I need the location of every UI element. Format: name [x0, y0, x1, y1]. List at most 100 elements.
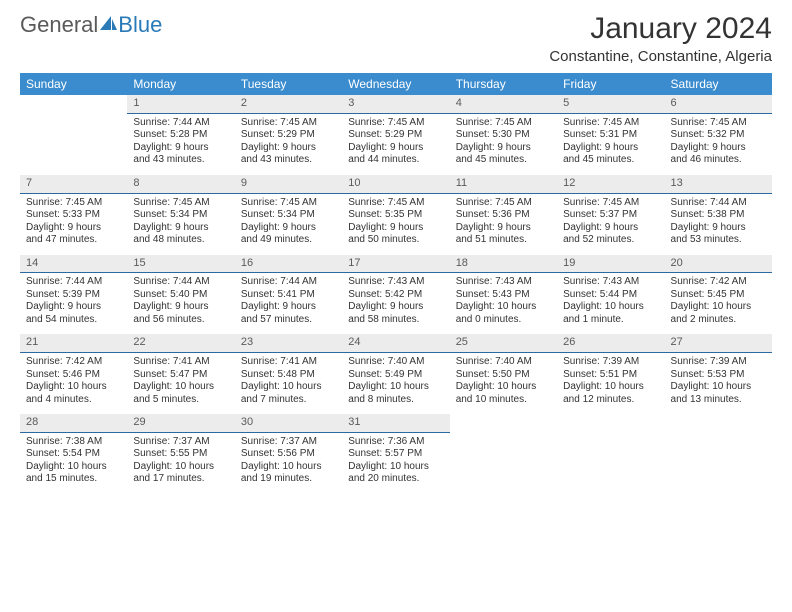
day-line: and 10 minutes. [456, 394, 551, 407]
calendar-cell: 18Sunrise: 7:43 AMSunset: 5:43 PMDayligh… [450, 255, 557, 335]
day-line: Daylight: 10 hours [671, 301, 766, 314]
day-line: Sunrise: 7:44 AM [133, 117, 228, 130]
calendar-cell: 28Sunrise: 7:38 AMSunset: 5:54 PMDayligh… [20, 414, 127, 494]
day-number: 27 [665, 334, 772, 353]
day-line: Daylight: 9 hours [671, 142, 766, 155]
day-line: Sunrise: 7:45 AM [348, 197, 443, 210]
day-line: Sunset: 5:53 PM [671, 369, 766, 382]
calendar-cell: 4Sunrise: 7:45 AMSunset: 5:30 PMDaylight… [450, 95, 557, 175]
day-line: Sunrise: 7:37 AM [133, 436, 228, 449]
day-body: Sunrise: 7:45 AMSunset: 5:29 PMDaylight:… [342, 114, 449, 175]
day-line: Sunrise: 7:40 AM [456, 356, 551, 369]
day-line: and 57 minutes. [241, 314, 336, 327]
day-line: Sunrise: 7:43 AM [563, 276, 658, 289]
day-line: and 43 minutes. [133, 154, 228, 167]
day-number: 26 [557, 334, 664, 353]
day-line: and 49 minutes. [241, 234, 336, 247]
day-line: Sunset: 5:41 PM [241, 289, 336, 302]
day-line: Daylight: 9 hours [26, 222, 121, 235]
calendar-cell: 15Sunrise: 7:44 AMSunset: 5:40 PMDayligh… [127, 255, 234, 335]
day-line: Daylight: 10 hours [241, 461, 336, 474]
day-body: Sunrise: 7:43 AMSunset: 5:42 PMDaylight:… [342, 273, 449, 334]
day-line: Sunrise: 7:42 AM [671, 276, 766, 289]
day-line: Sunset: 5:46 PM [26, 369, 121, 382]
calendar-cell: 2Sunrise: 7:45 AMSunset: 5:29 PMDaylight… [235, 95, 342, 175]
day-line: Daylight: 9 hours [348, 301, 443, 314]
day-number: 10 [342, 175, 449, 194]
day-line: and 47 minutes. [26, 234, 121, 247]
day-body: Sunrise: 7:43 AMSunset: 5:43 PMDaylight:… [450, 273, 557, 334]
logo-text-gray: General [20, 12, 98, 38]
month-title: January 2024 [549, 12, 772, 46]
day-line: Sunrise: 7:45 AM [133, 197, 228, 210]
day-line: Sunset: 5:38 PM [671, 209, 766, 222]
day-line: Daylight: 9 hours [348, 142, 443, 155]
calendar-cell: 23Sunrise: 7:41 AMSunset: 5:48 PMDayligh… [235, 334, 342, 414]
day-line: Daylight: 10 hours [456, 381, 551, 394]
weekday-header: Sunday [20, 73, 127, 95]
calendar-cell: 13Sunrise: 7:44 AMSunset: 5:38 PMDayligh… [665, 175, 772, 255]
day-line: Daylight: 10 hours [456, 301, 551, 314]
day-body: Sunrise: 7:43 AMSunset: 5:44 PMDaylight:… [557, 273, 664, 334]
day-number: 9 [235, 175, 342, 194]
day-line: Sunset: 5:54 PM [26, 448, 121, 461]
day-line: Sunrise: 7:44 AM [671, 197, 766, 210]
day-line: Sunrise: 7:36 AM [348, 436, 443, 449]
day-line: Daylight: 9 hours [671, 222, 766, 235]
day-body: Sunrise: 7:39 AMSunset: 5:51 PMDaylight:… [557, 353, 664, 414]
day-line: and 2 minutes. [671, 314, 766, 327]
day-number: 11 [450, 175, 557, 194]
day-line: Sunrise: 7:41 AM [241, 356, 336, 369]
day-line: Sunset: 5:36 PM [456, 209, 551, 222]
day-line: Sunset: 5:47 PM [133, 369, 228, 382]
day-line: Daylight: 9 hours [563, 142, 658, 155]
day-line: and 4 minutes. [26, 394, 121, 407]
day-body: Sunrise: 7:40 AMSunset: 5:49 PMDaylight:… [342, 353, 449, 414]
calendar-week: 21Sunrise: 7:42 AMSunset: 5:46 PMDayligh… [20, 334, 772, 414]
day-number: 30 [235, 414, 342, 433]
day-line: and 50 minutes. [348, 234, 443, 247]
day-line: and 1 minute. [563, 314, 658, 327]
day-number: 14 [20, 255, 127, 274]
day-line: Sunrise: 7:43 AM [456, 276, 551, 289]
day-line: and 48 minutes. [133, 234, 228, 247]
day-body: Sunrise: 7:45 AMSunset: 5:29 PMDaylight:… [235, 114, 342, 175]
day-line: Sunrise: 7:39 AM [671, 356, 766, 369]
day-line: Sunrise: 7:45 AM [563, 197, 658, 210]
day-line: Sunset: 5:45 PM [671, 289, 766, 302]
day-line: Sunset: 5:44 PM [563, 289, 658, 302]
day-line: Sunrise: 7:45 AM [26, 197, 121, 210]
day-number: 3 [342, 95, 449, 114]
day-body: Sunrise: 7:45 AMSunset: 5:33 PMDaylight:… [20, 194, 127, 255]
calendar-cell: 1Sunrise: 7:44 AMSunset: 5:28 PMDaylight… [127, 95, 234, 175]
weekday-header: Saturday [665, 73, 772, 95]
day-line: Daylight: 9 hours [241, 301, 336, 314]
day-line: Daylight: 9 hours [563, 222, 658, 235]
calendar-week: 28Sunrise: 7:38 AMSunset: 5:54 PMDayligh… [20, 414, 772, 494]
day-line: and 17 minutes. [133, 473, 228, 486]
day-line: and 56 minutes. [133, 314, 228, 327]
day-line: and 51 minutes. [456, 234, 551, 247]
day-line: and 8 minutes. [348, 394, 443, 407]
day-line: Daylight: 10 hours [133, 381, 228, 394]
day-line: Daylight: 9 hours [348, 222, 443, 235]
day-line: Sunset: 5:37 PM [563, 209, 658, 222]
location-text: Constantine, Constantine, Algeria [549, 48, 772, 65]
day-line: Sunset: 5:34 PM [241, 209, 336, 222]
day-line: Daylight: 9 hours [456, 222, 551, 235]
calendar-cell: 5Sunrise: 7:45 AMSunset: 5:31 PMDaylight… [557, 95, 664, 175]
calendar-cell [450, 414, 557, 494]
day-line: Sunrise: 7:44 AM [241, 276, 336, 289]
day-line: Daylight: 10 hours [671, 381, 766, 394]
day-line: Sunset: 5:51 PM [563, 369, 658, 382]
day-line: Sunset: 5:50 PM [456, 369, 551, 382]
day-line: Daylight: 9 hours [241, 142, 336, 155]
day-line: and 12 minutes. [563, 394, 658, 407]
day-line: Daylight: 9 hours [241, 222, 336, 235]
day-line: Daylight: 10 hours [563, 301, 658, 314]
day-line: and 44 minutes. [348, 154, 443, 167]
calendar-cell [665, 414, 772, 494]
day-body: Sunrise: 7:42 AMSunset: 5:45 PMDaylight:… [665, 273, 772, 334]
day-body: Sunrise: 7:44 AMSunset: 5:28 PMDaylight:… [127, 114, 234, 175]
day-body: Sunrise: 7:37 AMSunset: 5:56 PMDaylight:… [235, 433, 342, 494]
